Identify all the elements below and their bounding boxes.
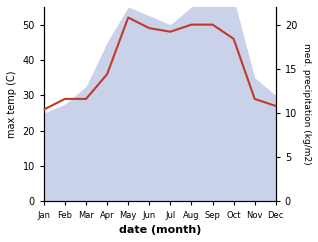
Y-axis label: med. precipitation (kg/m2): med. precipitation (kg/m2) (302, 43, 311, 165)
Y-axis label: max temp (C): max temp (C) (7, 70, 17, 138)
X-axis label: date (month): date (month) (119, 225, 201, 235)
